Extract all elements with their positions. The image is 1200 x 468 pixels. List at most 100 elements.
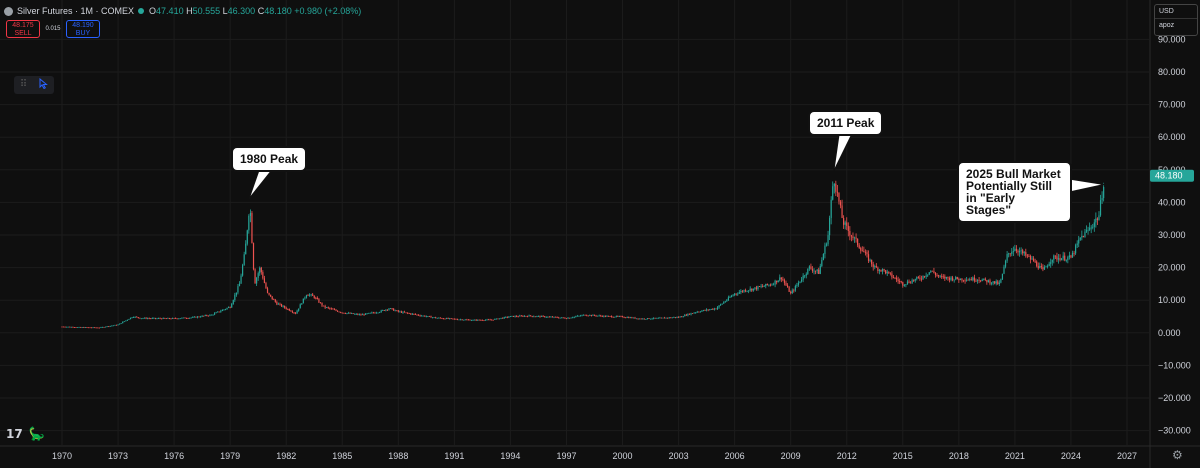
candle-body bbox=[906, 281, 909, 285]
candle-body bbox=[291, 311, 294, 313]
candle-body bbox=[822, 253, 824, 261]
candle-body bbox=[1036, 261, 1038, 267]
candle-body bbox=[818, 269, 820, 274]
sell-button[interactable]: 48.175 SELL bbox=[6, 20, 40, 38]
x-tick-label: 2006 bbox=[725, 451, 745, 461]
candle-body bbox=[693, 312, 695, 314]
candle-body bbox=[905, 284, 907, 285]
candle-body bbox=[117, 324, 119, 326]
gear-icon[interactable]: ⚙ bbox=[1172, 448, 1183, 462]
candle-body bbox=[1042, 267, 1044, 270]
candle-body bbox=[466, 319, 468, 321]
candle-body bbox=[519, 315, 521, 317]
candle-body bbox=[379, 312, 381, 313]
candle-body bbox=[374, 312, 376, 314]
candle-body bbox=[615, 316, 617, 317]
currency-unit[interactable]: USD bbox=[1159, 8, 1174, 15]
y-tick-label: 30.000 bbox=[1158, 230, 1186, 240]
candle-body bbox=[318, 299, 320, 303]
candle-body bbox=[1082, 235, 1085, 238]
candle-body bbox=[925, 275, 927, 277]
candle-body bbox=[903, 284, 905, 286]
symbol-title[interactable]: Silver Futures · 1M · COMEX bbox=[17, 6, 135, 16]
candle-body bbox=[1031, 258, 1033, 260]
candle-body bbox=[679, 316, 681, 318]
candle-body bbox=[87, 327, 90, 329]
x-tick-label: 2015 bbox=[893, 451, 913, 461]
candle-body bbox=[223, 309, 225, 311]
candle-body bbox=[998, 282, 1000, 284]
candle-body bbox=[740, 290, 742, 293]
candle-body bbox=[405, 312, 407, 314]
candle-body bbox=[545, 317, 547, 318]
candle-body bbox=[660, 317, 663, 319]
candle-body bbox=[474, 319, 476, 321]
candle-body bbox=[847, 225, 849, 231]
candle-body bbox=[279, 303, 281, 305]
candle-body bbox=[312, 294, 314, 296]
candle-body bbox=[786, 285, 789, 287]
candle-body bbox=[861, 250, 863, 252]
candle-body bbox=[550, 316, 552, 318]
candle-body bbox=[709, 309, 711, 311]
candle-body bbox=[256, 277, 258, 284]
candle-body bbox=[810, 266, 812, 269]
cursor-arrow-icon[interactable] bbox=[39, 77, 48, 92]
annotation-2025-bull-text: 2025 Bull Market Potentially Still in "E… bbox=[966, 167, 1061, 217]
candle-body bbox=[578, 315, 580, 317]
candle-body bbox=[741, 290, 744, 292]
candle-body bbox=[218, 311, 220, 313]
candle-body bbox=[962, 280, 965, 282]
candle-body bbox=[1061, 258, 1063, 261]
candle-body bbox=[819, 266, 821, 274]
currency-selector[interactable]: USD apoz bbox=[1154, 4, 1198, 36]
candle-body bbox=[408, 313, 410, 314]
candle-body bbox=[257, 273, 259, 278]
candle-body bbox=[1059, 258, 1061, 261]
candle-body bbox=[799, 281, 801, 283]
candle-body bbox=[889, 272, 891, 274]
candle-body bbox=[1001, 273, 1004, 280]
candle-body bbox=[1043, 266, 1046, 270]
candle-body bbox=[656, 317, 658, 319]
candle-body bbox=[213, 313, 216, 315]
candle-body bbox=[147, 318, 149, 320]
candle-body bbox=[832, 186, 834, 200]
candle-body bbox=[706, 309, 708, 311]
candle-body bbox=[635, 318, 638, 320]
candle-body bbox=[453, 318, 455, 320]
candle-body bbox=[276, 301, 278, 305]
candle-body bbox=[228, 307, 230, 308]
candle-body bbox=[351, 313, 353, 314]
candle-body bbox=[1089, 227, 1091, 230]
candle-body bbox=[1032, 258, 1035, 262]
buy-button[interactable]: 48.190 BUY bbox=[66, 20, 100, 38]
candle-body bbox=[326, 307, 328, 309]
candle-body bbox=[414, 314, 417, 315]
candle-body bbox=[584, 314, 586, 316]
candle-body bbox=[445, 318, 448, 319]
candle-body bbox=[209, 314, 211, 316]
tradingview-logo-icon[interactable]: 17 bbox=[6, 427, 23, 441]
user-label[interactable]: apoz bbox=[1155, 18, 1197, 32]
candle-body bbox=[804, 275, 806, 277]
annotation-1980-peak[interactable]: 1980 Peak bbox=[231, 146, 308, 172]
candle-body bbox=[133, 317, 135, 318]
candle-body bbox=[355, 313, 357, 315]
candle-body bbox=[422, 315, 424, 317]
candle-body bbox=[771, 284, 773, 286]
candle-body bbox=[104, 326, 107, 328]
annotation-2025-bull[interactable]: 2025 Bull Market Potentially Still in "E… bbox=[957, 161, 1072, 223]
candle-body bbox=[830, 199, 832, 218]
candle-body bbox=[90, 327, 93, 329]
candle-body bbox=[805, 273, 807, 276]
candle-body bbox=[797, 282, 800, 285]
candle-body bbox=[1014, 248, 1016, 252]
candle-body bbox=[670, 317, 672, 319]
annotation-2011-peak[interactable]: 2011 Peak bbox=[808, 110, 884, 136]
candle-body bbox=[621, 316, 624, 318]
drag-handle-icon[interactable]: ⠿ bbox=[19, 79, 28, 90]
candle-body bbox=[335, 309, 337, 311]
candle-body bbox=[491, 319, 493, 321]
